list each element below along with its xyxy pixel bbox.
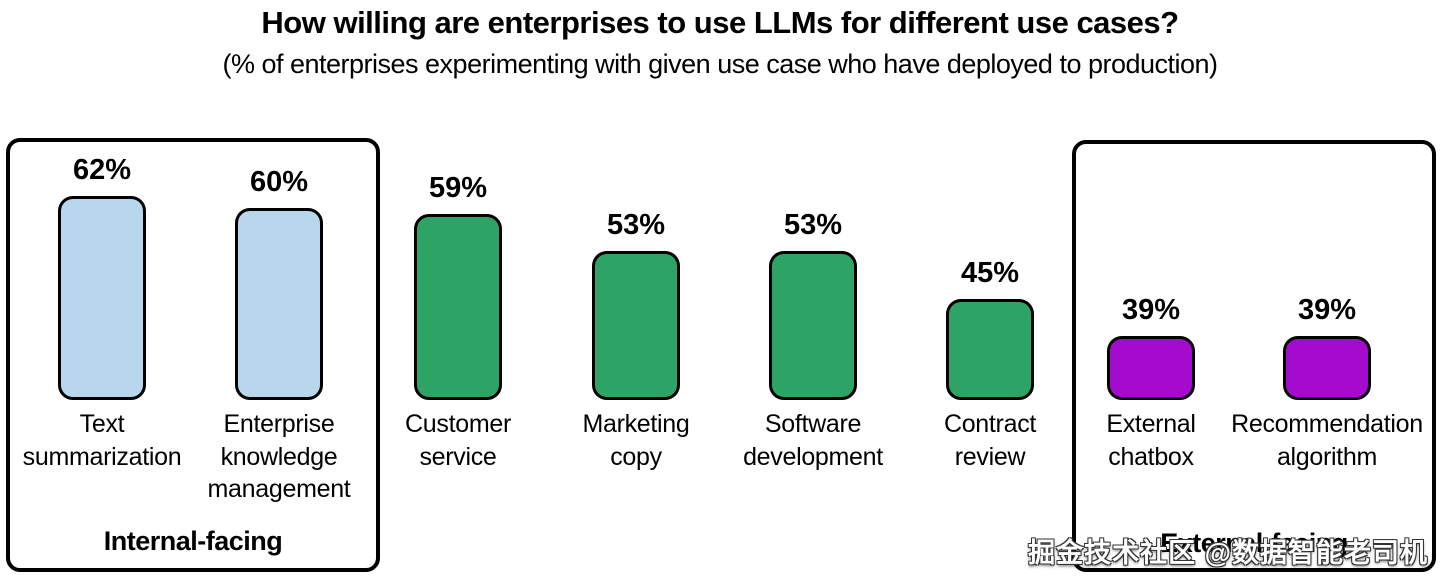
bar <box>1107 336 1195 400</box>
bar <box>235 208 323 400</box>
bar-category-label: Customer service <box>405 410 511 471</box>
bar-value-label: 62% <box>72 154 132 186</box>
bar-category-label: Marketing copy <box>582 410 690 471</box>
watermark-text: 掘金技术社区 @数据智能老司机 <box>1028 538 1428 568</box>
bar-value-label: 53% <box>783 209 843 241</box>
bar-category-label: External chatbox <box>1106 410 1196 471</box>
bar-value-label: 39% <box>1121 294 1181 326</box>
bar <box>414 214 502 400</box>
bar-category-label: Recommendation algorithm <box>1231 410 1423 471</box>
external-facing-box: External-facing <box>1072 140 1436 572</box>
bar-value-label: 59% <box>428 172 488 204</box>
bar <box>946 299 1034 400</box>
internal-facing-box: Internal-facing <box>6 138 380 572</box>
bar <box>769 251 857 400</box>
bar <box>592 251 680 400</box>
bar-value-label: 39% <box>1297 294 1357 326</box>
bar-category-label: Text summarization <box>22 410 182 471</box>
bar-value-label: 45% <box>960 257 1020 289</box>
external-facing-label: External-facing <box>1160 528 1348 558</box>
bar-value-label: 60% <box>249 166 309 198</box>
internal-facing-label: Internal-facing <box>103 526 283 556</box>
chart-title: How willing are enterprises to use LLMs … <box>261 5 1179 40</box>
bar-category-label: Software development <box>743 410 883 471</box>
bar <box>1283 336 1371 400</box>
chart-subtitle: (% of enterprises experimenting with giv… <box>222 49 1218 79</box>
bar-value-label: 53% <box>606 209 666 241</box>
bar-category-label: Enterprise knowledge management <box>207 410 351 503</box>
bar <box>58 196 146 400</box>
bar-category-label: Contract review <box>943 410 1037 471</box>
